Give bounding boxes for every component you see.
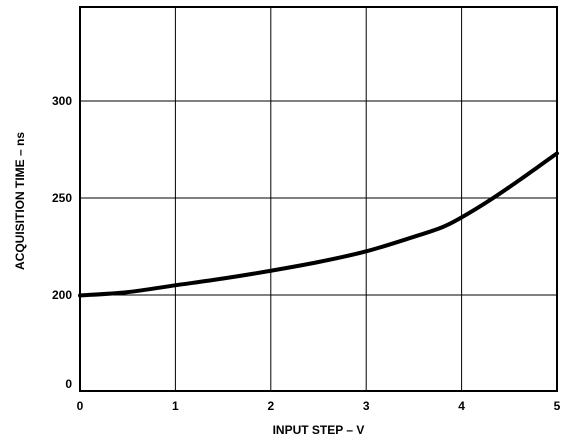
x-tick-label-2: 2 <box>267 399 274 413</box>
x-tick-label-0: 0 <box>77 399 84 413</box>
x-tick-label-5: 5 <box>554 399 561 413</box>
y-tick-labels: 0 200 250 300 <box>52 94 72 391</box>
grid-lines <box>80 7 557 391</box>
x-tick-label-3: 3 <box>363 399 370 413</box>
y-tick-label-300: 300 <box>52 94 72 108</box>
x-tick-label-1: 1 <box>172 399 179 413</box>
x-axis-label: INPUT STEP – V <box>273 423 365 437</box>
series-line <box>78 151 559 298</box>
x-tick-label-4: 4 <box>458 399 465 413</box>
series-layer <box>78 151 559 298</box>
x-tick-labels: 0 1 2 3 4 5 <box>77 399 561 413</box>
y-tick-label-250: 250 <box>52 191 72 205</box>
y-tick-label-0: 0 <box>65 377 72 391</box>
y-tick-label-200: 200 <box>52 288 72 302</box>
plot-frame <box>79 6 558 392</box>
y-axis-label: ACQUISITION TIME – ns <box>13 132 27 270</box>
